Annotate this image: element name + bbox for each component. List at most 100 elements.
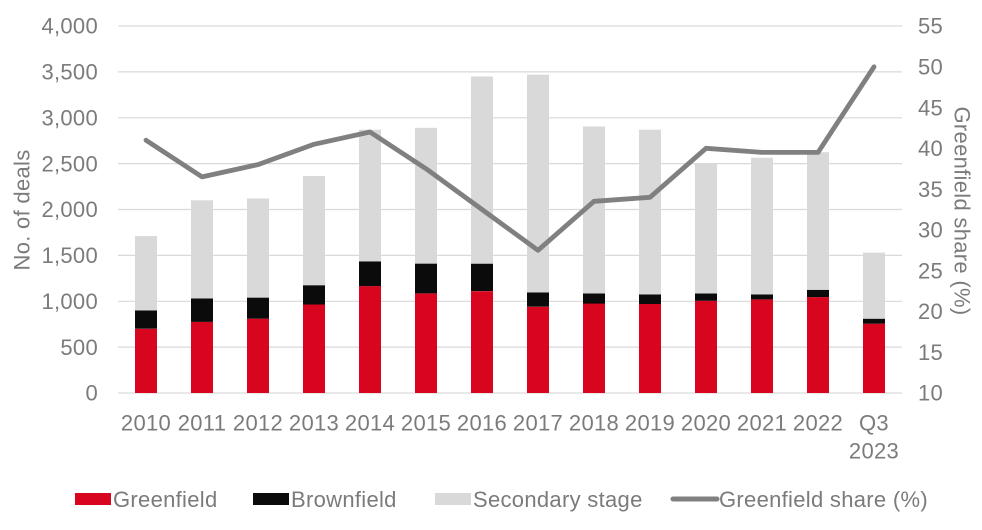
legend-swatch-brownfield <box>253 493 289 505</box>
bar-segment-secondary-stage-2012 <box>247 198 269 298</box>
legend-item-greenfield-share: Greenfield share (%) <box>670 487 928 512</box>
greenfield-share-polyline <box>143 64 877 253</box>
left-tick-label: 1,500 <box>41 243 98 268</box>
bar-segment-brownfield-2021 <box>751 294 773 300</box>
bar-segment-secondary-stage-2010 <box>135 236 157 311</box>
right-axis-title: Greenfield share (%) <box>949 107 974 316</box>
right-tick-label: 45 <box>918 95 943 120</box>
right-tick-label: 15 <box>918 340 943 365</box>
left-axis-title: No. of deals <box>10 149 35 270</box>
bar-segment-brownfield-2011 <box>191 298 213 322</box>
bar-segment-brownfield-2018 <box>583 293 605 304</box>
bar-segment-greenfield-2021 <box>751 299 773 393</box>
bar-segment-brownfield-2016 <box>471 263 493 292</box>
left-tick-label: 2,500 <box>41 151 98 176</box>
right-tick-label: 30 <box>918 218 943 243</box>
bar-segment-secondary-stage-q3-2023 <box>863 252 885 319</box>
x-tick-label: 2013 <box>289 411 339 436</box>
right-axis-tick-labels: 10 15 20 25 30 35 40 45 50 55 <box>918 14 943 406</box>
right-tick-label: 35 <box>918 177 943 202</box>
bar-segment-brownfield-2015 <box>415 263 437 294</box>
right-tick-label: 10 <box>918 381 943 406</box>
bar-segment-greenfield-2020 <box>695 300 717 393</box>
left-tick-label: 2,000 <box>41 197 98 222</box>
bar-segment-secondary-stage-2022 <box>807 152 829 290</box>
bar-segment-greenfield-2016 <box>471 291 493 393</box>
bar-segment-secondary-stage-2011 <box>191 200 213 299</box>
bar-segment-brownfield-2012 <box>247 297 269 319</box>
x-tick-label: 2021 <box>737 411 787 436</box>
bar-segment-secondary-stage-2018 <box>583 126 605 294</box>
x-tick-label: 2010 <box>121 411 171 436</box>
bar-segment-secondary-stage-2013 <box>303 176 325 286</box>
bar-segment-brownfield-2010 <box>135 310 157 329</box>
x-tick-label: 2019 <box>625 411 675 436</box>
left-axis-tick-labels: 0 500 1,000 1,500 2,000 2,500 3,000 3,500 4,000 <box>41 14 98 406</box>
stacked-bars <box>135 74 885 393</box>
legend-item-brownfield: Brownfield <box>253 487 397 512</box>
bar-segment-greenfield-2010 <box>135 328 157 393</box>
x-axis-tick-labels: 2010 2011 2012 2013 2014 2015 2016 2017 2018 2019… <box>121 411 899 464</box>
gridlines <box>118 25 902 394</box>
right-tick-label: 40 <box>918 136 943 161</box>
bar-segment-greenfield-q3-2023 <box>863 323 885 393</box>
legend-item-greenfield: Greenfield <box>75 487 218 512</box>
bar-segment-greenfield-2018 <box>583 303 605 393</box>
x-tick-label: 2011 <box>178 411 227 436</box>
right-tick-label: 25 <box>918 258 943 283</box>
bar-segment-secondary-stage-2019 <box>639 129 661 295</box>
bar-segment-greenfield-2015 <box>415 293 437 393</box>
bar-segment-brownfield-q3-2023 <box>863 318 885 324</box>
right-tick-label: 20 <box>918 299 943 324</box>
left-tick-label: 4,000 <box>41 14 98 39</box>
legend-label: Secondary stage <box>473 487 643 512</box>
left-tick-label: 3,500 <box>41 60 98 85</box>
chart-legend: Greenfield Brownfield Secondary stage Green… <box>75 487 928 512</box>
bar-segment-greenfield-2013 <box>303 304 325 393</box>
left-tick-label: 1,000 <box>41 289 98 314</box>
bar-segment-greenfield-2011 <box>191 321 213 393</box>
x-tick-label: 2012 <box>233 411 283 436</box>
bar-segment-greenfield-2014 <box>359 286 381 393</box>
legend-item-secondary-stage: Secondary stage <box>435 487 643 512</box>
x-tick-label: 2014 <box>345 411 395 436</box>
bar-segment-secondary-stage-2015 <box>415 127 437 264</box>
greenfield-share-line <box>143 64 877 253</box>
legend-swatch-greenfield <box>75 493 111 505</box>
bar-segment-secondary-stage-2016 <box>471 76 493 264</box>
x-tick-label: 2017 <box>513 411 563 436</box>
bar-segment-secondary-stage-2020 <box>695 163 717 294</box>
bar-segment-brownfield-2020 <box>695 293 717 301</box>
legend-label: Greenfield share (%) <box>719 487 928 512</box>
bar-segment-brownfield-2019 <box>639 294 661 304</box>
bar-segment-brownfield-2014 <box>359 261 381 287</box>
bars-greenfield <box>135 286 885 393</box>
bar-segment-secondary-stage-2021 <box>751 157 773 295</box>
bar-segment-secondary-stage-2017 <box>527 74 549 293</box>
bar-segment-greenfield-2012 <box>247 318 269 393</box>
bars-brownfield <box>135 261 885 329</box>
bar-segment-greenfield-2017 <box>527 306 549 393</box>
x-tick-label: Q3 <box>859 411 889 436</box>
legend-label: Brownfield <box>291 487 397 512</box>
legend-label: Greenfield <box>113 487 218 512</box>
x-tick-label: 2020 <box>681 411 731 436</box>
legend-swatch-secondary-stage <box>435 493 471 505</box>
x-tick-label: 2018 <box>569 411 619 436</box>
right-tick-label: 50 <box>918 55 943 80</box>
bar-segment-secondary-stage-2014 <box>359 129 381 262</box>
x-tick-label: 2016 <box>457 411 507 436</box>
left-tick-label: 500 <box>60 335 98 360</box>
x-tick-label: 2022 <box>793 411 843 436</box>
bar-segment-greenfield-2019 <box>639 304 661 393</box>
right-tick-label: 55 <box>918 14 943 39</box>
bar-segment-brownfield-2013 <box>303 285 325 305</box>
bar-segment-brownfield-2017 <box>527 292 549 307</box>
left-tick-label: 0 <box>85 381 98 406</box>
x-tick-label-line2: 2023 <box>849 439 899 464</box>
bars-secondary-stage <box>135 74 885 319</box>
left-tick-label: 3,000 <box>41 106 98 131</box>
bar-segment-brownfield-2022 <box>807 289 829 298</box>
